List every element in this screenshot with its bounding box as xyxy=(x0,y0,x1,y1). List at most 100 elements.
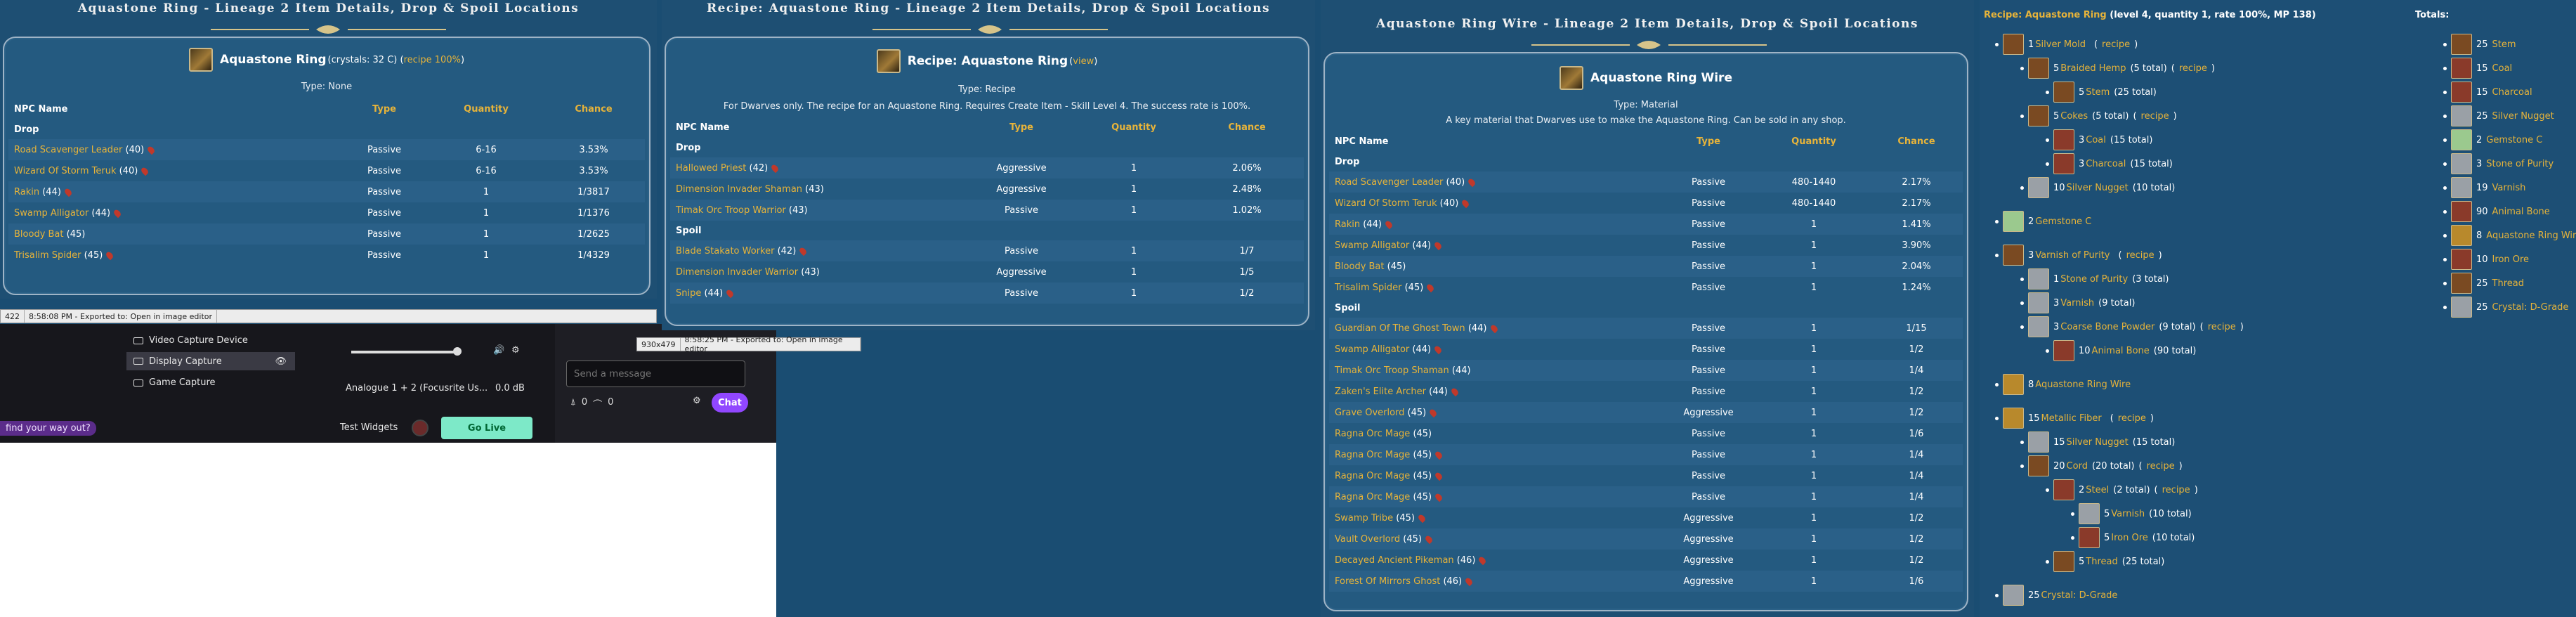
node-item-link[interactable]: Crystal: D-Grade xyxy=(2041,590,2118,601)
map-pin-icon[interactable] xyxy=(1424,534,1434,544)
npc-link[interactable]: Swamp Alligator xyxy=(14,207,89,219)
node-item-link[interactable]: Stone of Purity xyxy=(2060,273,2129,285)
total-item-link[interactable]: Charcoal xyxy=(2492,86,2532,98)
map-pin-icon[interactable] xyxy=(1425,282,1436,292)
npc-link[interactable]: Swamp Tribe xyxy=(1335,512,1394,524)
npc-link[interactable]: Bloody Bat xyxy=(14,228,64,240)
map-pin-icon[interactable] xyxy=(1489,323,1499,333)
record-toggle-icon[interactable] xyxy=(412,420,429,436)
map-pin-icon[interactable] xyxy=(1417,513,1427,523)
chat-button[interactable]: Chat xyxy=(712,393,748,413)
npc-link[interactable]: Vault Overlord xyxy=(1335,533,1401,545)
map-pin-icon[interactable] xyxy=(770,163,780,173)
npc-link[interactable]: Timak Orc Troop Warrior xyxy=(676,204,786,216)
total-item-link[interactable]: Varnish xyxy=(2492,182,2526,193)
node-item-link[interactable]: Varnish of Purity xyxy=(2035,249,2110,261)
node-item-link[interactable]: Cord xyxy=(2066,460,2088,472)
npc-link[interactable]: Road Scavenger Leader xyxy=(14,144,123,155)
map-pin-icon[interactable] xyxy=(1434,492,1444,502)
view-link[interactable]: view xyxy=(1073,56,1094,67)
node-item-link[interactable]: Iron Ore xyxy=(2111,532,2148,543)
npc-link[interactable]: Dimension Invader Shaman xyxy=(676,183,803,195)
map-pin-icon[interactable] xyxy=(1433,344,1443,354)
npc-link[interactable]: Ragna Orc Mage xyxy=(1335,470,1411,481)
map-pin-icon[interactable] xyxy=(1450,387,1460,396)
total-item-link[interactable]: Stem xyxy=(2492,39,2516,50)
total-item-link[interactable]: Aquastone Ring Wire xyxy=(2486,230,2576,241)
gear-icon[interactable]: ⚙ xyxy=(511,345,520,356)
go-live-button[interactable]: Go Live xyxy=(441,417,532,439)
total-item-link[interactable]: Silver Nugget xyxy=(2492,110,2554,122)
map-pin-icon[interactable] xyxy=(1434,450,1444,460)
map-pin-icon[interactable] xyxy=(105,250,115,260)
npc-link[interactable]: Ragna Orc Mage xyxy=(1335,491,1411,502)
node-item-link[interactable]: Metallic Fiber xyxy=(2041,413,2102,424)
node-recipe-link[interactable]: recipe xyxy=(2140,110,2169,122)
npc-link[interactable]: Trisalim Spider xyxy=(1335,282,1402,293)
node-item-link[interactable]: Charcoal xyxy=(2086,158,2126,169)
recipe-title-link[interactable]: Recipe: Aquastone Ring xyxy=(1984,10,2107,20)
node-item-link[interactable]: Braided Hemp xyxy=(2060,63,2126,74)
npc-link[interactable]: Wizard Of Storm Teruk xyxy=(14,165,117,176)
map-pin-icon[interactable] xyxy=(112,208,122,218)
node-item-link[interactable]: Gemstone C xyxy=(2035,216,2092,227)
total-item-link[interactable]: Thread xyxy=(2492,278,2525,289)
node-recipe-link[interactable]: recipe xyxy=(2207,321,2236,332)
chat-input[interactable] xyxy=(566,361,745,387)
node-item-link[interactable]: Silver Mold xyxy=(2035,39,2086,50)
visibility-icon[interactable]: 👁 xyxy=(275,356,287,367)
npc-link[interactable]: Ragna Orc Mage xyxy=(1335,428,1411,439)
node-recipe-link[interactable]: recipe xyxy=(2117,413,2146,424)
npc-link[interactable]: Rakin xyxy=(1335,219,1361,230)
node-recipe-link[interactable]: recipe xyxy=(2178,63,2207,74)
total-item-link[interactable]: Iron Ore xyxy=(2492,254,2530,265)
total-item-link[interactable]: Stone of Purity xyxy=(2486,158,2554,169)
npc-link[interactable]: Timak Orc Troop Shaman xyxy=(1335,365,1449,376)
map-pin-icon[interactable] xyxy=(1434,471,1444,481)
slider-handle[interactable] xyxy=(453,347,462,356)
npc-link[interactable]: Trisalim Spider xyxy=(14,249,81,261)
node-item-link[interactable]: Varnish xyxy=(2060,297,2095,308)
npc-link[interactable]: Swamp Alligator xyxy=(1335,344,1410,355)
node-item-link[interactable]: Coal xyxy=(2086,134,2106,145)
node-item-link[interactable]: Aquastone Ring Wire xyxy=(2035,379,2131,390)
node-item-link[interactable]: Cokes xyxy=(2060,110,2088,122)
node-recipe-link[interactable]: recipe xyxy=(2102,39,2131,50)
map-pin-icon[interactable] xyxy=(1467,177,1477,187)
channel-points[interactable]: ⍋ 0 ⌒ 0 xyxy=(570,397,613,410)
npc-link[interactable]: Rakin xyxy=(14,186,40,197)
map-pin-icon[interactable] xyxy=(1460,198,1471,208)
node-item-link[interactable]: Stem xyxy=(2086,86,2110,98)
map-pin-icon[interactable] xyxy=(1384,219,1394,229)
node-item-link[interactable]: Silver Nugget xyxy=(2066,436,2129,448)
node-item-link[interactable]: Silver Nugget xyxy=(2066,182,2129,193)
npc-link[interactable]: Blade Stakato Worker xyxy=(676,245,775,256)
npc-link[interactable]: Grave Overlord xyxy=(1335,407,1405,418)
npc-link[interactable]: Swamp Alligator xyxy=(1335,240,1410,251)
npc-link[interactable]: Ragna Orc Mage xyxy=(1335,449,1411,460)
source-video-capture[interactable]: Video Capture Device xyxy=(133,335,248,346)
chat-settings-icon[interactable]: ⚙ xyxy=(693,396,701,406)
map-pin-icon[interactable] xyxy=(63,187,73,197)
audio-slider[interactable] xyxy=(351,347,462,356)
node-recipe-link[interactable]: recipe xyxy=(2126,249,2155,261)
total-item-link[interactable]: Animal Bone xyxy=(2492,206,2550,217)
node-recipe-link[interactable]: recipe xyxy=(2146,460,2175,472)
npc-link[interactable]: Zaken's Elite Archer xyxy=(1335,386,1426,397)
map-pin-icon[interactable] xyxy=(1433,240,1443,250)
npc-link[interactable]: Forest Of Mirrors Ghost xyxy=(1335,576,1441,587)
map-pin-icon[interactable] xyxy=(1464,576,1474,586)
total-item-link[interactable]: Gemstone C xyxy=(2486,134,2543,145)
npc-link[interactable]: Bloody Bat xyxy=(1335,261,1385,272)
map-pin-icon[interactable] xyxy=(1477,555,1488,565)
source-display-capture[interactable]: Display Capture 👁 xyxy=(126,352,295,370)
node-recipe-link[interactable]: recipe xyxy=(2162,484,2190,495)
recipe-link[interactable]: recipe 100% xyxy=(403,54,461,65)
node-item-link[interactable]: Steel xyxy=(2086,484,2110,495)
map-pin-icon[interactable] xyxy=(725,288,735,298)
node-item-link[interactable]: Animal Bone xyxy=(2091,345,2150,356)
npc-link[interactable]: Decayed Ancient Pikeman xyxy=(1335,554,1454,566)
speaker-icon[interactable]: 🔊 xyxy=(493,345,505,356)
npc-link[interactable]: Road Scavenger Leader xyxy=(1335,176,1444,188)
tip-badge[interactable]: find your way out? xyxy=(0,421,96,436)
